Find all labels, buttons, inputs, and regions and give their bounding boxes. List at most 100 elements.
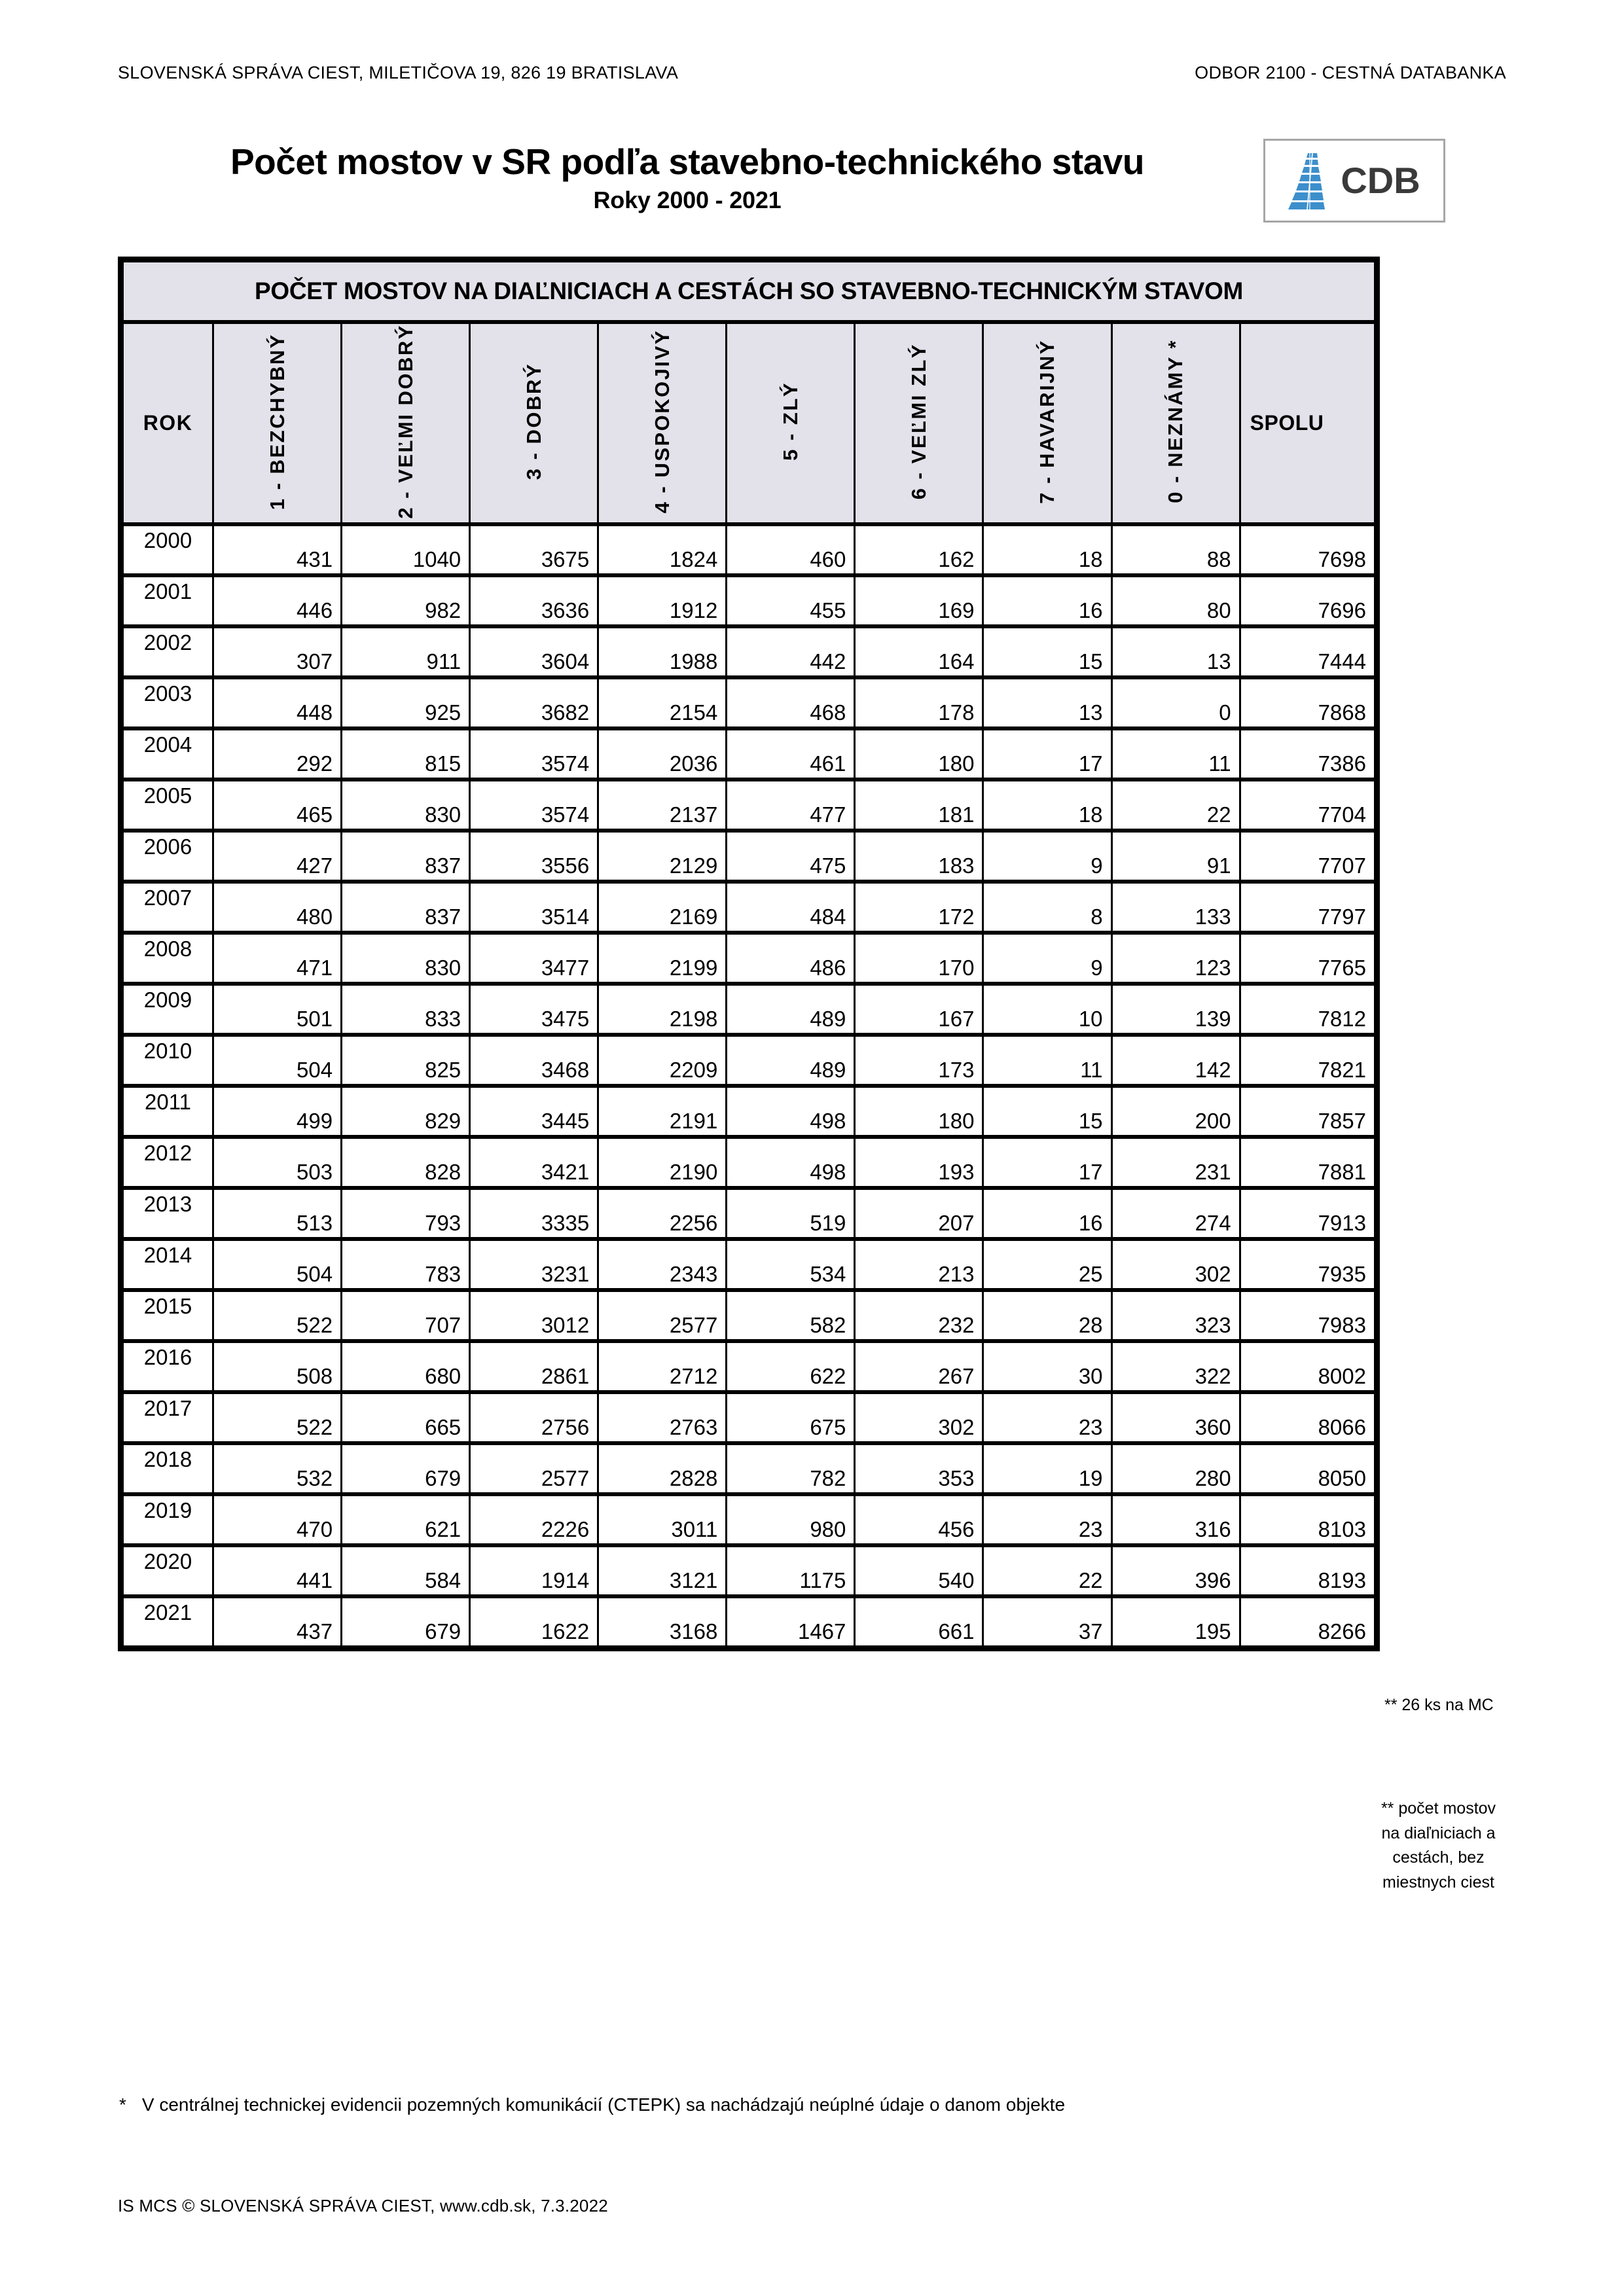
cell-value: 164 xyxy=(854,625,984,679)
cell-value: 172 xyxy=(854,880,984,935)
cell-value: 37 xyxy=(982,1595,1113,1651)
cell-value: 427 xyxy=(211,829,343,884)
cell-value: 1175 xyxy=(725,1544,856,1598)
cell-value: 3168 xyxy=(597,1595,728,1651)
cell-total: 8050 xyxy=(1238,1442,1379,1496)
cell-value: 837 xyxy=(340,829,471,884)
cell-value: 2190 xyxy=(597,1136,728,1190)
cell-value: 498 xyxy=(725,1085,856,1139)
cell-value: 3421 xyxy=(469,1136,600,1190)
table-row: 2000 431 1040 3675 1824 460 162 18 88 7698 xyxy=(120,523,1379,577)
cell-total: 7868 xyxy=(1238,676,1379,730)
cell-value: 793 xyxy=(340,1187,471,1241)
cell-total: 7913 xyxy=(1238,1187,1379,1241)
cell-value: 18 xyxy=(982,523,1113,577)
cell-value: 465 xyxy=(211,778,343,833)
cell-value: 540 xyxy=(854,1544,984,1598)
cell-value: 139 xyxy=(1110,982,1241,1037)
cell-value: 88 xyxy=(1110,523,1241,577)
cell-value: 504 xyxy=(211,1238,343,1292)
cell-value: 2343 xyxy=(597,1238,728,1292)
cell-value: 534 xyxy=(725,1238,856,1292)
cell-value: 15 xyxy=(982,1085,1113,1139)
cell-value: 316 xyxy=(1110,1493,1241,1547)
cell-total: 7765 xyxy=(1238,931,1379,986)
cell-value: 180 xyxy=(854,1085,984,1139)
cell-value: 622 xyxy=(725,1340,856,1394)
cell-year: 2014 xyxy=(120,1238,214,1292)
cell-total: 7444 xyxy=(1238,625,1379,679)
cell-total: 8066 xyxy=(1238,1391,1379,1445)
cell-value: 23 xyxy=(982,1391,1113,1445)
cdb-logo: CDB xyxy=(1263,139,1445,223)
footnote-text: V centrálnej technickej evidencii pozemn… xyxy=(141,2094,1066,2115)
cell-value: 830 xyxy=(340,778,471,833)
cell-value: 3556 xyxy=(469,829,600,884)
cell-value: 170 xyxy=(854,931,984,986)
cell-value: 825 xyxy=(340,1033,471,1088)
cell-value: 16 xyxy=(982,1187,1113,1241)
cell-year: 2015 xyxy=(120,1289,214,1343)
cell-value: 162 xyxy=(854,523,984,577)
cell-value: 783 xyxy=(340,1238,471,1292)
table-row: 2010 504 825 3468 2209 489 173 11 142 7821 xyxy=(120,1033,1379,1088)
cell-total: 8193 xyxy=(1238,1544,1379,1598)
table-row: 2019 470 621 2226 3011 980 456 23 316 8103 xyxy=(120,1493,1379,1547)
cell-value: 195 xyxy=(1110,1595,1241,1651)
cell-value: 522 xyxy=(211,1289,343,1343)
cell-value: 9 xyxy=(982,931,1113,986)
cell-value: 489 xyxy=(725,1033,856,1088)
table-header-row: ROK 1 - BEZCHYBNÝ 2 - VEĽMI DOBRÝ 3 - DOBRÝ… xyxy=(120,321,1379,526)
table-row: 2004 292 815 3574 2036 461 180 17 11 7386 xyxy=(120,727,1379,781)
cell-value: 169 xyxy=(854,574,984,628)
column-header-6: 6 - VEĽMI ZLÝ xyxy=(854,321,984,526)
cell-value: 3468 xyxy=(469,1033,600,1088)
cell-value: 584 xyxy=(340,1544,471,1598)
header-organization: SLOVENSKÁ SPRÁVA CIEST, MILETIČOVA 19, 8… xyxy=(118,63,679,82)
cell-value: 13 xyxy=(1110,625,1241,679)
cell-value: 2129 xyxy=(597,829,728,884)
table-row: 2006 427 837 3556 2129 475 183 9 91 7707 xyxy=(120,829,1379,884)
cell-value: 621 xyxy=(340,1493,471,1547)
note-mc: ** 26 ks na MC xyxy=(1384,1696,1494,1714)
cell-value: 2198 xyxy=(597,982,728,1037)
cell-value: 3012 xyxy=(469,1289,600,1343)
cell-total: 7386 xyxy=(1238,727,1379,781)
cell-value: 16 xyxy=(982,574,1113,628)
table-row: 2018 532 679 2577 2828 782 353 19 280 8050 xyxy=(120,1442,1379,1496)
cell-value: 323 xyxy=(1110,1289,1241,1343)
cell-value: 173 xyxy=(854,1033,984,1088)
cell-value: 980 xyxy=(725,1493,856,1547)
cell-value: 231 xyxy=(1110,1136,1241,1190)
table-row: 2002 307 911 3604 1988 442 164 15 13 7444 xyxy=(120,625,1379,679)
cell-value: 19 xyxy=(982,1442,1113,1496)
cell-value: 307 xyxy=(211,625,343,679)
cell-value: 2199 xyxy=(597,931,728,986)
cdb-logo-text: CDB xyxy=(1341,160,1420,201)
cell-value: 477 xyxy=(725,778,856,833)
bridge-condition-table-wrapper: POČET MOSTOV NA DIAĽNICIACH A CESTÁCH SO… xyxy=(118,257,1380,1651)
cell-value: 11 xyxy=(982,1033,1113,1088)
table-row: 2016 508 680 2861 2712 622 267 30 322 8002 xyxy=(120,1340,1379,1394)
cell-value: 2137 xyxy=(597,778,728,833)
page-footer: IS MCS © SLOVENSKÁ SPRÁVA CIEST, www.cdb… xyxy=(118,2196,608,2215)
cell-value: 833 xyxy=(340,982,471,1037)
cell-value: 925 xyxy=(340,676,471,730)
cell-value: 18 xyxy=(982,778,1113,833)
cell-value: 707 xyxy=(340,1289,471,1343)
cell-value: 1040 xyxy=(340,523,471,577)
cell-value: 3604 xyxy=(469,625,600,679)
cell-value: 1914 xyxy=(469,1544,600,1598)
cell-value: 471 xyxy=(211,931,343,986)
cell-value: 22 xyxy=(982,1544,1113,1598)
cell-value: 180 xyxy=(854,727,984,781)
cell-value: 91 xyxy=(1110,829,1241,884)
cell-value: 441 xyxy=(211,1544,343,1598)
table-row: 2011 499 829 3445 2191 498 180 15 200 7857 xyxy=(120,1085,1379,1139)
cell-year: 2003 xyxy=(120,676,214,730)
title-main: Počet mostov v SR podľa stavebno-technic… xyxy=(230,141,1144,182)
cell-value: 15 xyxy=(982,625,1113,679)
cell-value: 3231 xyxy=(469,1238,600,1292)
column-header-label-1: 1 - BEZCHYBNÝ xyxy=(265,332,289,510)
table-row: 2014 504 783 3231 2343 534 213 25 302 7935 xyxy=(120,1238,1379,1292)
